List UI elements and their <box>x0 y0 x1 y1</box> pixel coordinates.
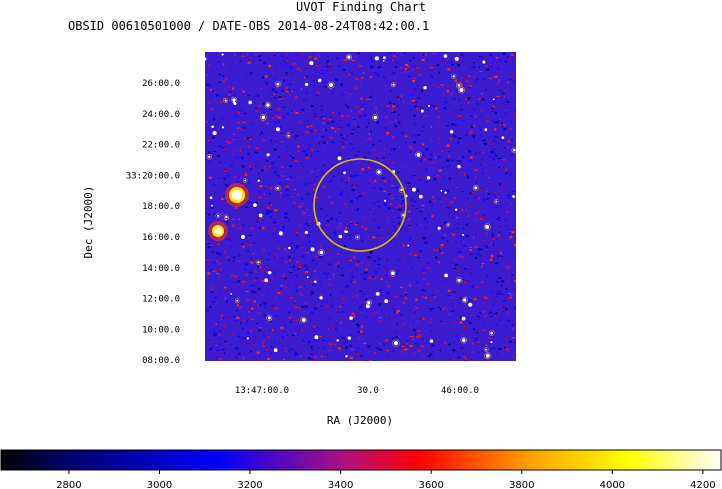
image-background <box>205 52 516 361</box>
y-tick-label: 22:00.0 <box>142 141 180 151</box>
image-noise <box>205 52 516 361</box>
x-tick-label: 46:00.0 <box>441 386 479 396</box>
y-tick-label: 24:00.0 <box>142 110 180 120</box>
y-axis-label: Dec (J2000) <box>82 186 95 259</box>
x-tick-labels: 13:47:00.0 30.0 46:00.0 <box>235 386 479 396</box>
y-tick-label: 18:00.0 <box>142 202 180 212</box>
y-tick-label: 14:00.0 <box>142 264 180 274</box>
y-tick-labels: 26:00.0 24:00.0 22:00.0 33:20:00.0 18:00.0 16… <box>126 79 180 366</box>
chart-subtitle: OBSID 00610501000 / DATE-OBS 2014-08-24T… <box>68 19 430 33</box>
x-tick-label: 30.0 <box>357 386 379 396</box>
colorbar-tick-label: 4000 <box>600 480 625 489</box>
colorbar-tick-label: 3400 <box>328 480 353 489</box>
source-region-circle <box>313 158 407 252</box>
image-stars <box>205 53 516 360</box>
y-tick-label: 33:20:00.0 <box>126 171 180 181</box>
y-tick-label: 26:00.0 <box>142 79 180 89</box>
colorbar-tick-labels: 2800 3000 3200 3400 3600 3800 4000 4200 <box>56 470 716 489</box>
y-tick-label: 12:00.0 <box>142 295 180 305</box>
y-tick-label: 16:00.0 <box>142 233 180 243</box>
colorbar-tick-label: 2800 <box>56 480 81 489</box>
colorbar-tick-label: 3600 <box>418 480 443 489</box>
colorbar <box>0 449 722 471</box>
x-axis-label: RA (J2000) <box>327 414 393 427</box>
chart-title: UVOT Finding Chart <box>295 0 427 14</box>
colorbar-tick-label: 3800 <box>509 480 534 489</box>
colorbar-tick-label: 3200 <box>237 480 262 489</box>
x-tick-label: 13:47:00.0 <box>235 386 289 396</box>
colorbar-tick-label: 4200 <box>690 480 715 489</box>
colorbar-tick-label: 3000 <box>147 480 172 489</box>
y-tick-label: 10:00.0 <box>142 325 180 335</box>
y-tick-label: 08:00.0 <box>142 356 180 366</box>
